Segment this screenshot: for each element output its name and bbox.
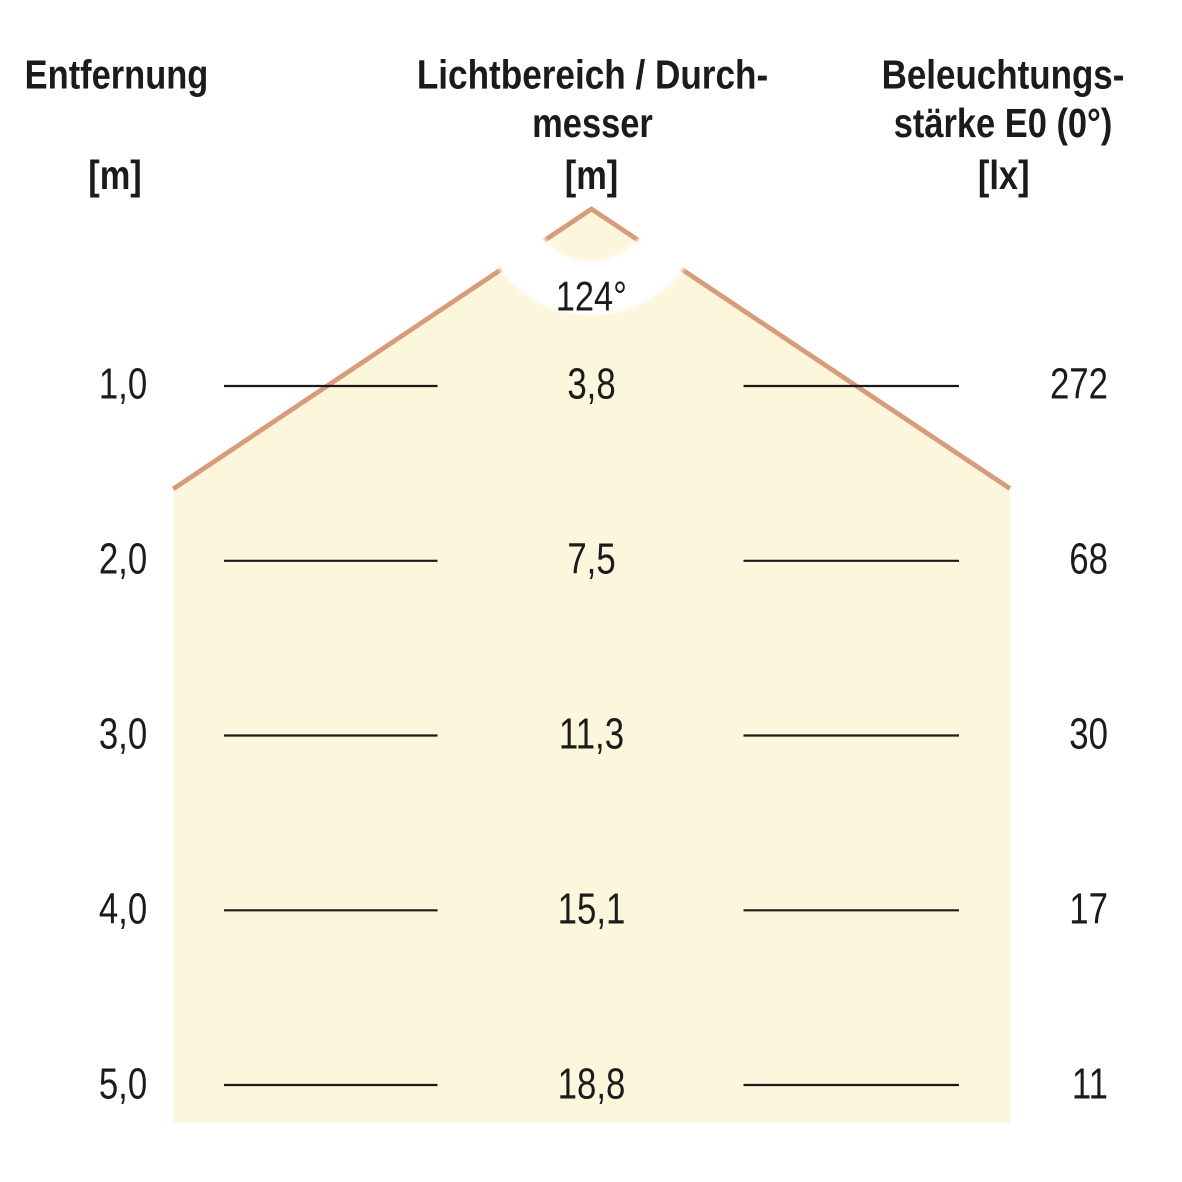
svg-text:Entfernung: Entfernung: [25, 53, 209, 98]
svg-text:1,0: 1,0: [99, 360, 147, 409]
svg-text:15,1: 15,1: [558, 885, 626, 934]
svg-text:[m]: [m]: [88, 153, 142, 198]
svg-text:4,0: 4,0: [99, 885, 147, 934]
svg-text:11,3: 11,3: [559, 710, 624, 759]
svg-text:68: 68: [1069, 535, 1108, 584]
svg-text:messer: messer: [532, 101, 653, 146]
svg-text:Lichtbereich / Durch-: Lichtbereich / Durch-: [417, 52, 768, 98]
svg-text:Beleuchtungs-: Beleuchtungs-: [882, 53, 1125, 98]
svg-text:272: 272: [1050, 360, 1108, 409]
svg-text:124°: 124°: [556, 273, 627, 320]
svg-text:5,0: 5,0: [99, 1060, 147, 1109]
svg-text:[m]: [m]: [565, 153, 619, 198]
svg-text:17: 17: [1069, 885, 1108, 934]
svg-text:3,0: 3,0: [99, 710, 147, 759]
svg-text:18,8: 18,8: [558, 1060, 626, 1109]
svg-text:stärke E0 (0°): stärke E0 (0°): [894, 101, 1113, 146]
svg-text:30: 30: [1069, 710, 1108, 759]
svg-text:[lx]: [lx]: [978, 153, 1030, 198]
svg-text:11: 11: [1072, 1060, 1108, 1109]
svg-text:3,8: 3,8: [567, 360, 615, 409]
svg-text:7,5: 7,5: [567, 535, 615, 584]
svg-text:2,0: 2,0: [99, 535, 147, 584]
